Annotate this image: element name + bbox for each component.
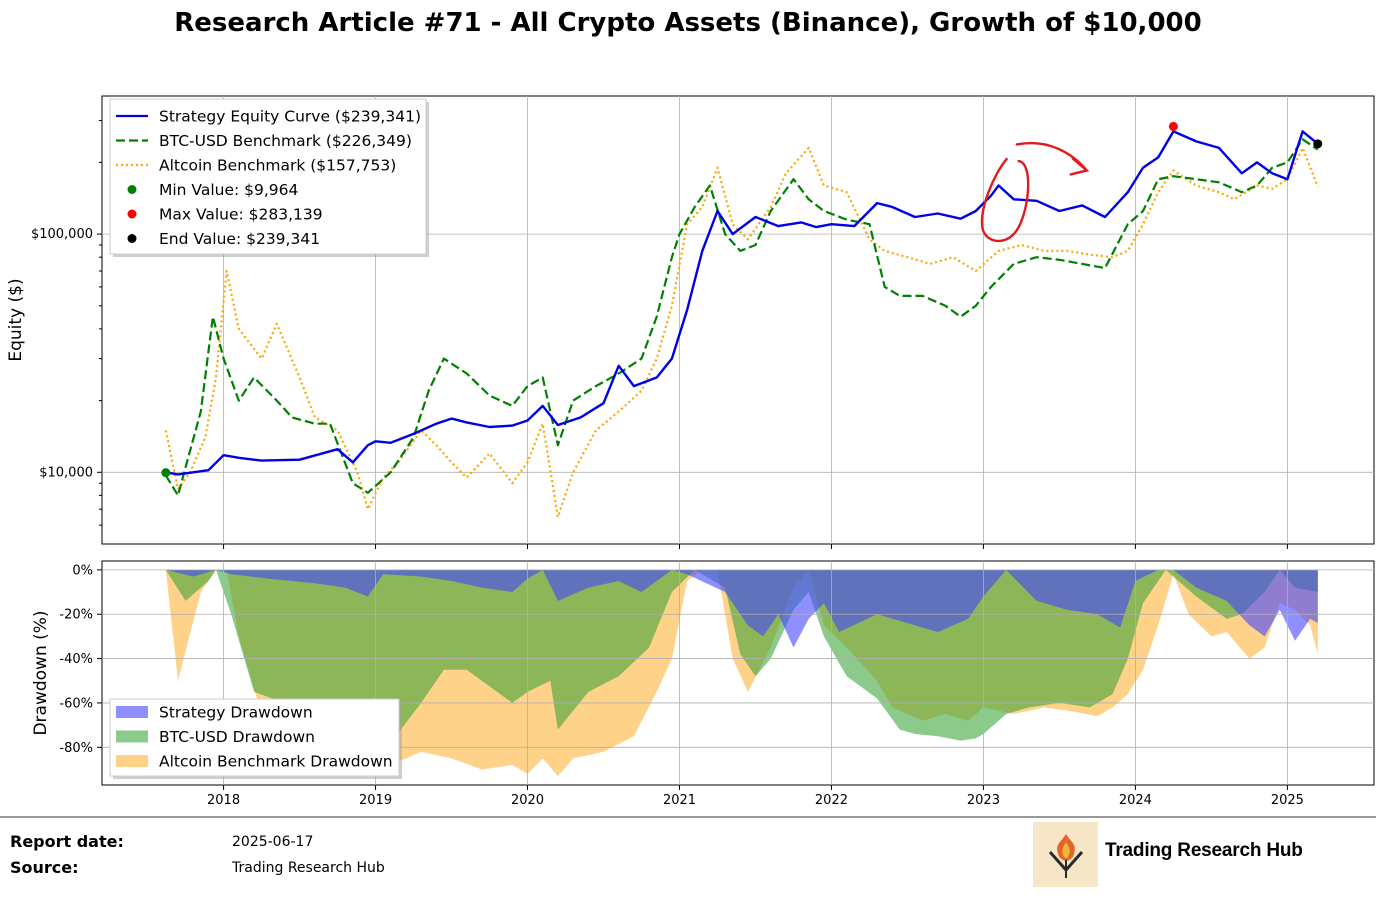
- report-date-label: Report date:: [10, 832, 124, 851]
- y-tick-label: -20%: [59, 608, 93, 623]
- equity-panel: $10,000 $100,000 Equity ($) Strategy Equi…: [6, 95, 1375, 549]
- legend-swatch-min-value-marker: [127, 185, 137, 194]
- legend-box: [109, 698, 400, 777]
- legend-label-end-value: End Value: $239,341: [159, 230, 320, 248]
- legend-label-btc-usd-drawdown: BTC-USD Drawdown: [159, 728, 315, 746]
- x-tick-label: 2025: [1271, 793, 1304, 808]
- legend-label-strategy-equity-curve: Strategy Equity Curve ($239,341): [159, 108, 421, 126]
- drawdown-area-strategy: [165, 569, 1318, 648]
- min-value-marker: [161, 468, 171, 478]
- x-tick-label: 2019: [359, 793, 392, 808]
- equity-legend: Strategy Equity Curve ($239,341) BTC-USD …: [109, 98, 429, 257]
- drawdown-y-axis-label: Drawdown (%): [31, 610, 51, 735]
- drawdown-panel: 0%-20%-40%-60%-80% 2018 2019 2020 2021 2022 2…: [31, 560, 1375, 808]
- y-tick-label: -60%: [59, 696, 93, 711]
- hand-annotation: [980, 141, 1090, 243]
- equity-y-ticks: $10,000 $100,000: [31, 119, 102, 526]
- max-value-marker: [1168, 121, 1178, 131]
- legend-swatch-altcoin: [116, 755, 148, 767]
- legend-label-min-value: Min Value: $9,964: [159, 181, 298, 199]
- equity-markers: [161, 121, 1323, 478]
- drawdown-x-ticks: 2018 2019 2020 2021 2022 2023 2024 2025: [207, 785, 1304, 808]
- legend-swatch-end-value-marker: [127, 234, 137, 243]
- equity-lines: [164, 130, 1319, 519]
- x-tick-label: 2024: [1119, 793, 1152, 808]
- equity-x-ticks: [223, 544, 1288, 549]
- y-tick-label: -80%: [59, 741, 93, 756]
- flame-shield-icon: [1048, 833, 1083, 878]
- y-tick-label: -40%: [59, 652, 93, 667]
- legend-swatch-strategy: [116, 706, 148, 718]
- x-tick-label: 2022: [815, 793, 848, 808]
- series-line-strategy: [165, 130, 1319, 476]
- legend-label-max-value: Max Value: $283,139: [159, 206, 323, 224]
- legend-label-altcoin-benchmark-drawdown: Altcoin Benchmark Drawdown: [159, 753, 393, 771]
- brand-logo-icon: [1033, 822, 1098, 887]
- drawdown-area-btc: [165, 569, 1318, 757]
- brand-name: Trading Research Hub: [1105, 840, 1303, 861]
- x-tick-label: 2023: [967, 793, 1000, 808]
- y-tick-label: $100,000: [31, 227, 93, 242]
- source-label: Source:: [10, 858, 79, 877]
- report-footer: Report date: 2025-06-17 Source: Trading …: [0, 816, 1376, 917]
- end-value-marker: [1313, 139, 1323, 149]
- drawdown-y-ticks: 0% -20% -40% -60% -80%: [59, 563, 102, 756]
- report-date-value: 2025-06-17: [232, 834, 314, 850]
- chart-title: Research Article #71 - All Crypto Assets…: [174, 8, 1202, 38]
- drawdown-legend: Strategy Drawdown BTC-USD Drawdown Altcoin…: [109, 698, 402, 779]
- x-tick-label: 2018: [207, 793, 240, 808]
- y-tick-label: $10,000: [39, 465, 93, 480]
- legend-swatch-btc: [116, 730, 148, 743]
- source-value: Trading Research Hub: [232, 860, 385, 876]
- drawdown-areas: [165, 569, 1318, 777]
- annotation-arrowhead: [1069, 157, 1090, 176]
- legend-label-btc-usd-benchmark: BTC-USD Benchmark ($226,349): [159, 132, 412, 150]
- legend-swatch-max-value-marker: [127, 209, 137, 219]
- equity-y-axis-label: Equity ($): [6, 278, 26, 361]
- legend-box: [109, 98, 427, 255]
- legend-label-strategy-drawdown: Strategy Drawdown: [159, 704, 313, 722]
- y-tick-label: 0%: [72, 563, 93, 578]
- chart-figure: $10,000 $100,000 Equity ($) Strategy Equi…: [6, 95, 1375, 808]
- x-tick-label: 2020: [511, 793, 544, 808]
- x-tick-label: 2021: [663, 793, 696, 808]
- legend-label-altcoin-benchmark: Altcoin Benchmark ($157,753): [159, 157, 396, 175]
- annotation-circle: [980, 157, 1030, 243]
